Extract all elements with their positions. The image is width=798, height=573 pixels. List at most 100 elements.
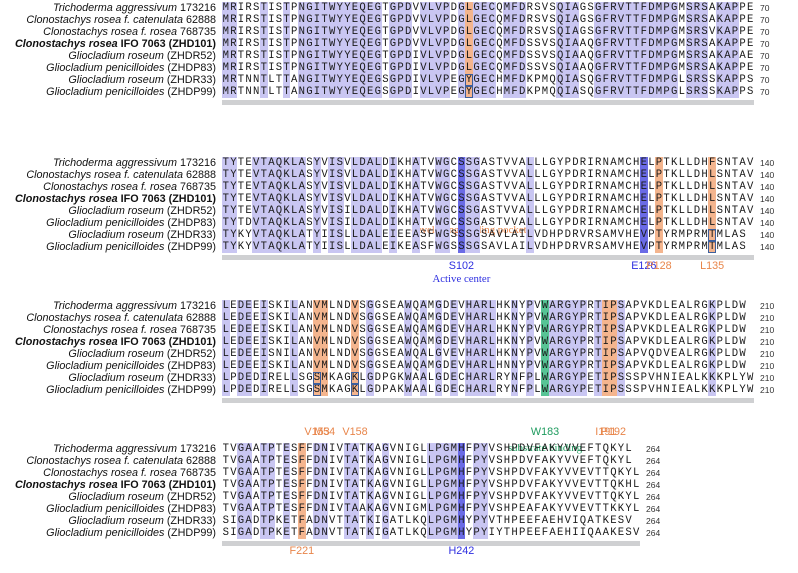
residue: S [587,14,594,26]
residue: R [229,86,238,98]
position-number: 264 [646,444,661,454]
residue: P [716,324,723,336]
residue: A [610,193,617,205]
residue: V [564,515,571,527]
species-label: Clonostachys rosea IFO 7063 (ZHD101) [15,38,216,50]
residue: F [465,479,473,491]
residue: F [465,467,473,479]
residue: V [640,324,647,336]
residue: D [237,360,245,372]
residue: G [594,2,602,14]
residue: A [419,336,428,348]
residue: T [594,312,602,324]
residue: A [351,503,359,515]
residue: S [465,157,473,169]
residue: N [298,50,306,62]
residue: P [716,312,723,324]
residue: A [541,467,549,479]
residue: L [290,312,298,324]
residue: D [374,372,381,384]
species-label: Gliocladium penicilloides (ZHDP83) [46,360,216,372]
residue: D [404,14,412,26]
residue: G [701,324,708,336]
residue: V [572,455,579,467]
residue: R [587,348,594,360]
residue: K [708,336,716,348]
residue: V [534,360,541,372]
residue: E [244,372,253,384]
residue: N [336,348,343,360]
residue: Y [625,491,632,503]
residue: A [366,193,374,205]
residue: I [268,38,275,50]
residue: F [708,157,716,169]
residue: V [427,181,435,193]
residue: F [306,443,313,455]
residue: P [633,312,640,324]
residue: R [693,312,701,324]
residue: A [519,169,526,181]
residue: E [450,312,458,324]
residue: T [320,62,329,74]
position-number: 210 [760,325,775,335]
residue: T [594,348,602,360]
residue: A [412,181,420,193]
residue: S [359,324,366,336]
species-strain: (ZHDP99) [167,241,216,253]
position-number: 264 [646,528,661,538]
residue: I [564,14,572,26]
residue: E [480,14,488,26]
residue: K [549,455,556,467]
residue: H [465,336,473,348]
residue: S [549,38,556,50]
residue: L [427,503,435,515]
residue: S [549,26,556,38]
residue: D [358,157,367,169]
residue: E [382,241,389,253]
residue: S [450,229,457,241]
residue: G [670,2,678,14]
residue: T [420,157,427,169]
residue: Y [625,503,632,515]
residue: A [739,50,746,62]
residue: G [374,38,382,50]
species-genus: Gliocladium penicilloides [46,241,165,253]
residue: P [526,372,534,384]
residue: T [594,324,602,336]
residue: D [443,300,450,312]
residue: P [526,384,534,396]
residue: E [351,50,359,62]
residue: T [260,527,268,539]
residue: G [366,300,374,312]
residue: T [320,26,329,38]
residue: R [595,181,602,193]
residue: D [443,336,450,348]
residue: E [671,360,678,372]
residue: A [472,336,481,348]
residue: L [708,181,716,193]
residue: V [434,50,443,62]
residue: T [222,169,230,181]
residue: K [351,384,359,396]
residue: Q [496,62,503,74]
residue: V [503,169,511,181]
residue: T [222,181,230,193]
residue: A [579,50,587,62]
residue: S [457,181,466,193]
residue: F [306,455,313,467]
residue: M [320,360,329,372]
residue: R [609,74,618,86]
residue: M [427,312,435,324]
residue: Y [245,229,252,241]
residue: Y [336,50,344,62]
residue: S [617,360,625,372]
residue: D [693,157,701,169]
residue: S [488,169,495,181]
residue: S [465,181,473,193]
residue: N [397,503,404,515]
residue: I [564,86,572,98]
residue: G [434,384,443,396]
residue: G [457,74,466,86]
residue: L [526,157,534,169]
residue: G [564,300,572,312]
